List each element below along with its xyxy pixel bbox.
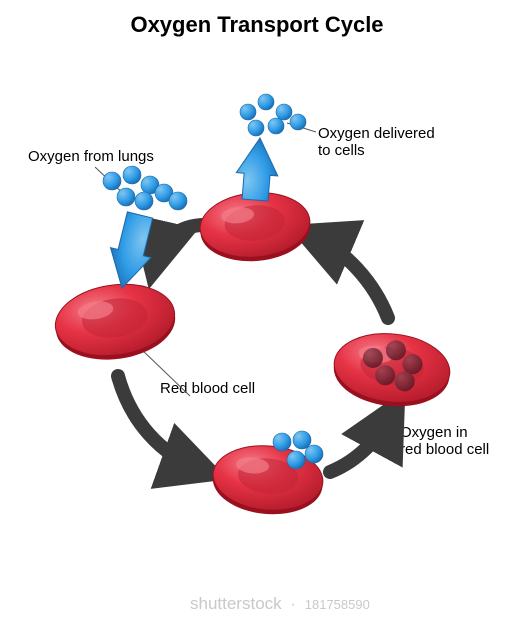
- red-blood-cells: [51, 188, 454, 518]
- oxygen-molecule-icon: [273, 433, 291, 451]
- oxy-cluster-deliver: [240, 94, 306, 136]
- oxygen-molecule-icon: [103, 172, 121, 190]
- oxygen-molecule-icon: [268, 118, 284, 134]
- oxygen-molecule-icon: [305, 445, 323, 463]
- watermark-id: 181758590: [305, 597, 370, 612]
- oxygen-molecule-icon: [276, 104, 292, 120]
- diagram-stage: Oxygen Transport Cycle Oxygen from lungs…: [0, 0, 514, 620]
- oxygen-molecule-icon: [258, 94, 274, 110]
- watermark: shutterstock · 181758590: [190, 594, 370, 614]
- diagram-svg: [0, 0, 514, 620]
- oxygen-molecule-icon: [287, 451, 305, 469]
- oxy-cluster-lungs: [103, 166, 187, 210]
- arc-bottom-right: [330, 414, 392, 472]
- oxygen-molecule-icon: [117, 188, 135, 206]
- cell-left: [51, 277, 180, 367]
- oxygen-molecule-icon: [248, 120, 264, 136]
- oxygen-molecule-icon: [169, 192, 187, 210]
- oxygen-molecule-icon: [293, 431, 311, 449]
- cell-right: [330, 328, 453, 412]
- arc-top-left: [155, 225, 205, 262]
- arc-left-bottom: [118, 376, 202, 470]
- arc-right-top: [312, 236, 388, 318]
- oxygen-molecule-icon: [135, 192, 153, 210]
- oxygen-molecule-icon: [240, 104, 256, 120]
- arrow-up: [234, 136, 280, 201]
- oxygen-molecule-icon: [123, 166, 141, 184]
- oxygen-molecule-icon: [290, 114, 306, 130]
- watermark-brand: shutterstock: [190, 594, 282, 613]
